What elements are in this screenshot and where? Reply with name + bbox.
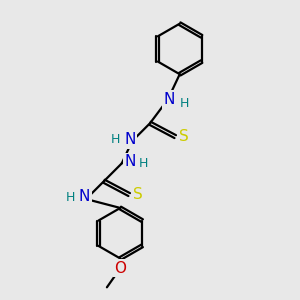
Text: N: N [124,132,136,147]
Text: H: H [179,98,189,110]
Text: N: N [124,154,136,169]
Text: H: H [139,158,148,170]
Text: N: N [164,92,175,107]
Text: H: H [66,191,75,204]
Text: S: S [133,187,142,202]
Text: O: O [114,261,126,276]
Text: S: S [179,129,188,144]
Text: H: H [111,133,121,146]
Text: N: N [79,189,90,204]
